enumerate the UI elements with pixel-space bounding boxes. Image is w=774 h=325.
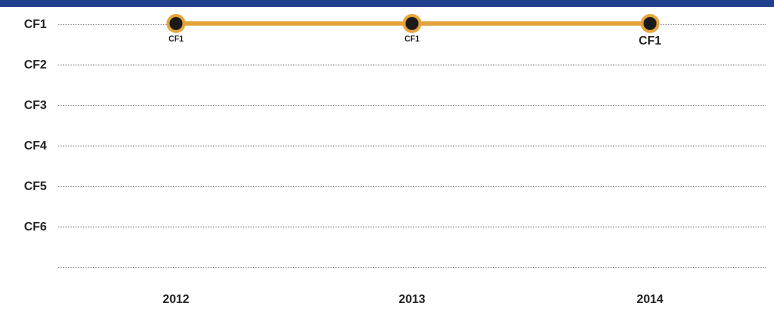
- data-point-center: [405, 17, 419, 30]
- y-tick-label: CF4: [24, 139, 47, 153]
- y-axis-ticks: CF1 CF2 CF3 CF4 CF5 CF6: [24, 17, 47, 234]
- x-tick-label: 2014: [637, 292, 664, 306]
- series-layer: [166, 14, 660, 33]
- grid-layer: [58, 24, 766, 268]
- x-axis-ticks: 2012 2013 2014: [163, 292, 664, 306]
- data-label-layer: CF1 CF1 CF1: [168, 34, 661, 48]
- x-tick-label: 2012: [163, 292, 190, 306]
- data-point-center: [169, 17, 183, 30]
- y-tick-label: CF6: [24, 220, 47, 234]
- y-tick-label: CF2: [24, 58, 47, 72]
- x-tick-label: 2013: [399, 292, 426, 306]
- data-label: CF1: [168, 35, 184, 44]
- top-border-bar: [0, 0, 774, 7]
- y-tick-label: CF1: [24, 17, 47, 31]
- data-label: CF1: [639, 34, 662, 48]
- data-point-marker: [166, 14, 186, 33]
- data-point-marker: [402, 14, 422, 33]
- y-tick-label: CF3: [24, 98, 47, 112]
- data-label: CF1: [404, 35, 420, 44]
- y-tick-label: CF5: [24, 179, 47, 193]
- data-point-marker: [640, 14, 660, 33]
- data-point-center: [643, 17, 657, 30]
